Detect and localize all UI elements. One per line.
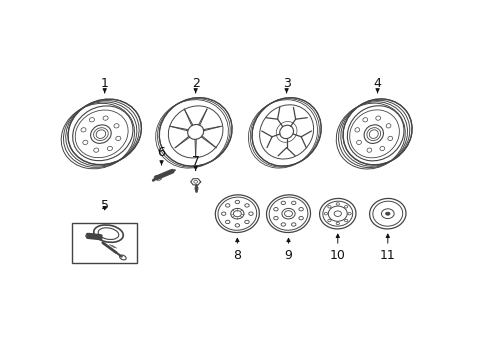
Text: 5: 5 <box>101 199 108 212</box>
Text: 10: 10 <box>329 234 345 262</box>
Text: 8: 8 <box>233 238 241 262</box>
Ellipse shape <box>385 212 389 215</box>
Text: 6: 6 <box>157 146 165 165</box>
Text: 4: 4 <box>373 77 381 93</box>
Text: 7: 7 <box>191 154 199 170</box>
Text: 3: 3 <box>282 77 290 93</box>
Text: 11: 11 <box>379 234 395 262</box>
Text: 2: 2 <box>191 77 199 93</box>
Text: 1: 1 <box>101 77 108 93</box>
Text: 9: 9 <box>284 238 292 262</box>
